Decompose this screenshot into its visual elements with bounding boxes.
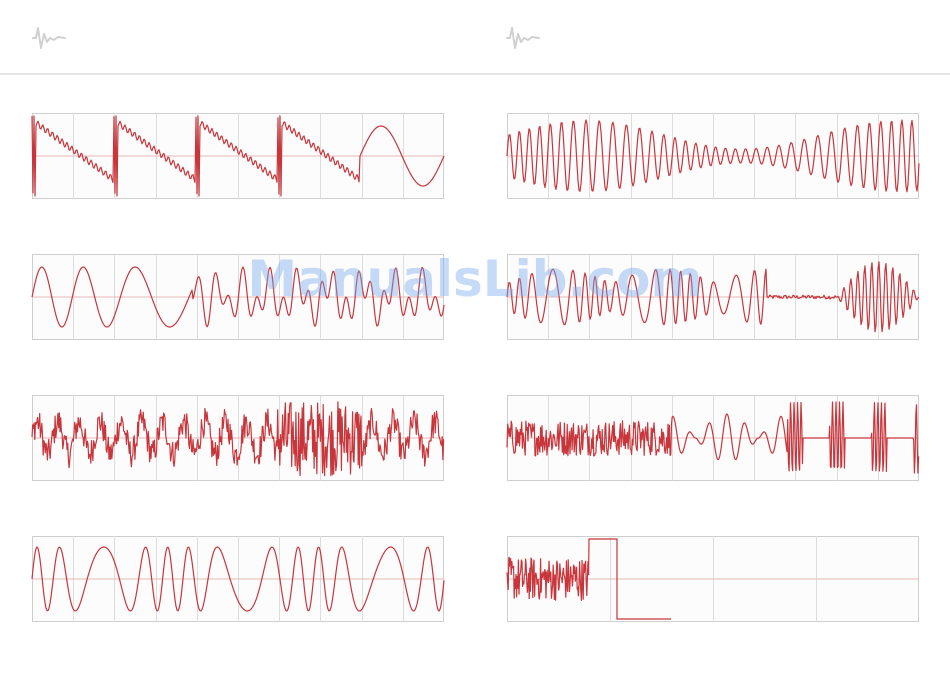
waveform-panel <box>31 536 445 622</box>
waveform-panel <box>31 395 445 481</box>
waveform-trace <box>506 261 920 333</box>
waveform-panel <box>506 395 920 481</box>
waveform-trace <box>31 401 445 477</box>
waveform-panel <box>506 254 920 340</box>
waveform-panel <box>31 254 445 340</box>
waveform-icon <box>506 27 540 49</box>
waveform-trace <box>506 119 920 193</box>
waveform-trace <box>506 538 671 620</box>
waveform-trace <box>31 115 445 197</box>
waveform-trace <box>31 546 445 612</box>
header-divider <box>0 73 950 75</box>
waveform-panel <box>31 113 445 199</box>
waveform-icon <box>32 27 66 49</box>
waveform-panel <box>506 113 920 199</box>
waveform-trace <box>506 401 920 474</box>
waveform-trace <box>31 266 445 328</box>
waveform-panel <box>506 536 919 622</box>
